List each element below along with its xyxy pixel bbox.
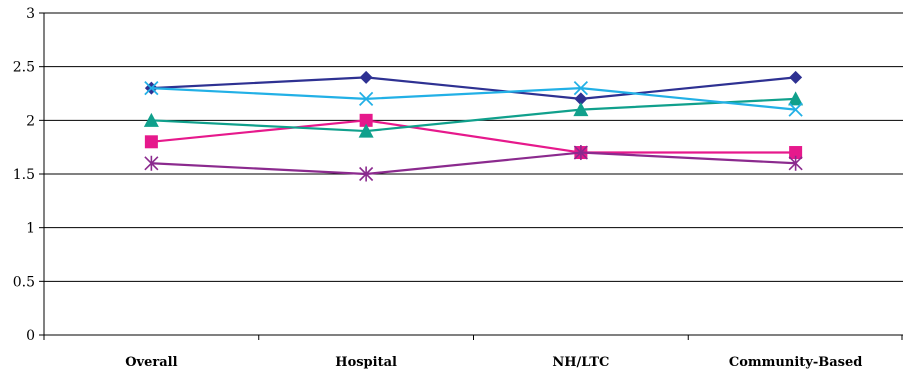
asterisk-marker: [788, 155, 803, 171]
x-category-label: Hospital: [335, 355, 397, 370]
series-4: [144, 80, 803, 117]
square-marker: [789, 146, 803, 160]
x-marker: [788, 102, 803, 117]
series-3: [143, 91, 804, 138]
square-marker: [359, 113, 373, 127]
square-marker: [144, 135, 158, 149]
x-marker-stroke: [144, 80, 159, 96]
gridlines: [44, 12, 903, 282]
asterisk-marker: [359, 166, 374, 182]
triangle-marker: [143, 112, 159, 127]
x-marker: [358, 91, 374, 107]
x-category-label: Overall: [125, 355, 177, 370]
series-line: [151, 119, 796, 154]
x-axis-category-labels: Overall Hospital NH/LTC Community-Based: [125, 355, 862, 370]
y-tick-label: 0: [26, 328, 35, 344]
diamond-marker: [574, 92, 588, 106]
y-tick-label: 0.5: [13, 274, 35, 290]
triangle-marker: [358, 123, 374, 138]
series-5: [144, 145, 803, 182]
y-tick-label: 2.5: [13, 60, 35, 76]
series-line: [151, 97, 796, 133]
series-line: [151, 87, 796, 111]
y-tick-label: 1.5: [13, 167, 35, 183]
series-line: [151, 76, 796, 100]
x-marker-stroke: [358, 91, 374, 107]
asterisk-marker: [573, 145, 588, 161]
series-line: [151, 151, 796, 176]
x-category-label: Community-Based: [729, 355, 862, 370]
triangle-marker: [573, 102, 589, 117]
x-marker-stroke: [573, 80, 589, 96]
diamond-marker: [789, 70, 803, 84]
y-tick-label: 3: [26, 6, 35, 22]
x-category-label: NH/LTC: [552, 355, 609, 370]
y-axis-tick-labels: 0 0.5 1 1.5 2 2.5 3: [13, 6, 35, 344]
y-tick-label: 1: [26, 221, 35, 237]
diamond-marker: [359, 70, 373, 84]
x-marker: [144, 80, 159, 96]
asterisk-marker: [144, 155, 159, 171]
triangle-marker: [788, 91, 804, 106]
x-marker: [573, 80, 589, 96]
axes: [39, 12, 903, 340]
x-marker-stroke: [788, 102, 803, 117]
y-tick-label: 2: [26, 113, 35, 129]
series-group: [143, 70, 804, 182]
